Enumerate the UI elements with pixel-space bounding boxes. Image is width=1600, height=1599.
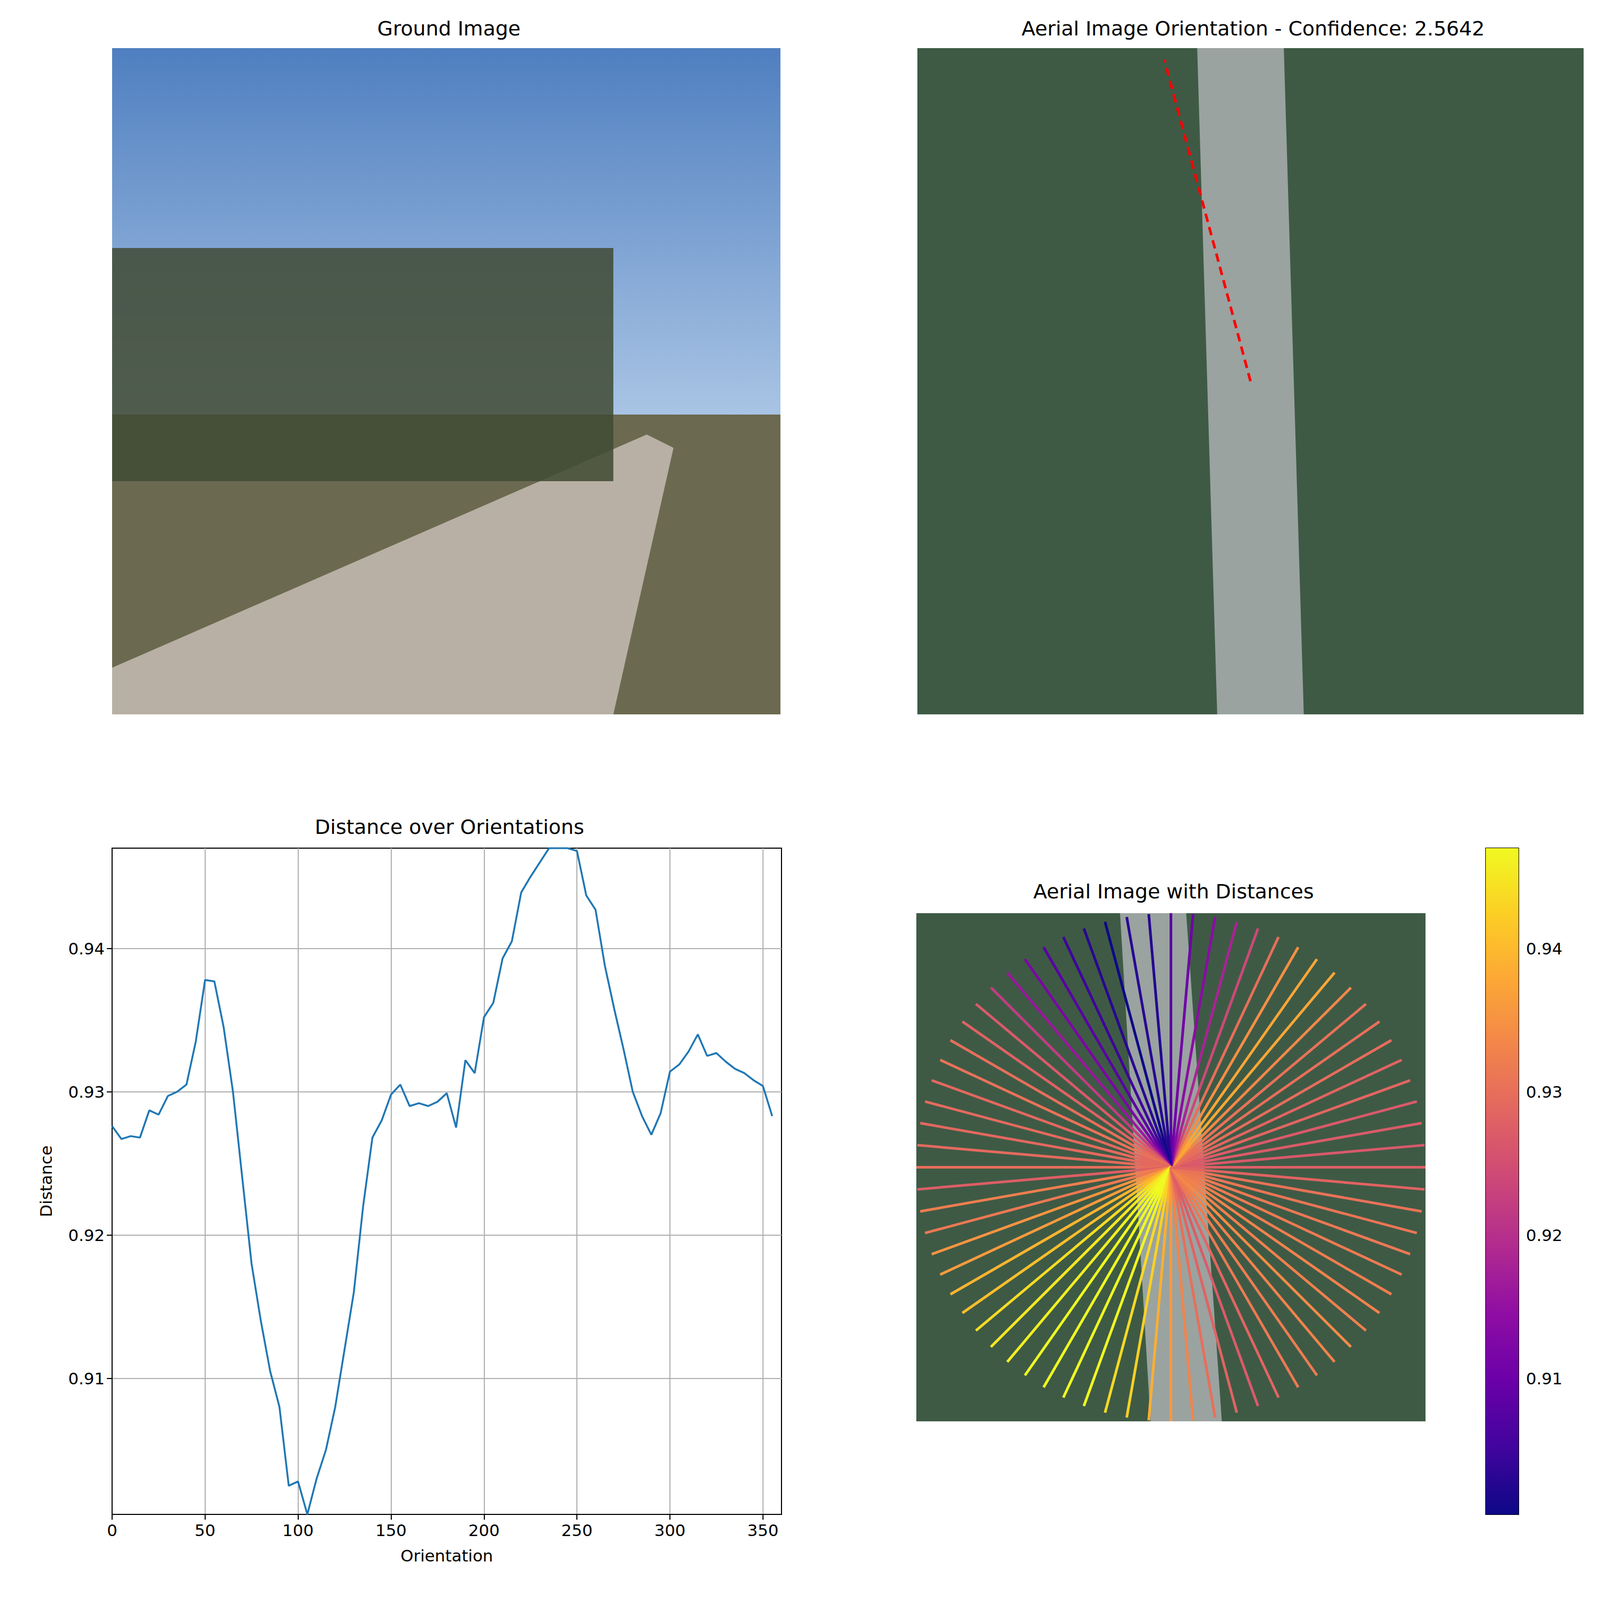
svg-text:Distance over Orientations: Distance over Orientations xyxy=(314,815,584,839)
svg-text:100: 100 xyxy=(282,1520,314,1540)
svg-text:Ground Image: Ground Image xyxy=(377,16,521,41)
svg-text:Orientation: Orientation xyxy=(400,1546,493,1566)
svg-text:50: 50 xyxy=(194,1520,216,1540)
svg-text:300: 300 xyxy=(654,1520,686,1540)
svg-text:Aerial Image with Distances: Aerial Image with Distances xyxy=(1033,879,1314,904)
svg-text:0.92: 0.92 xyxy=(68,1225,105,1245)
svg-text:Aerial Image Orientation - Con: Aerial Image Orientation - Confidence: 2… xyxy=(1021,16,1485,41)
svg-text:150: 150 xyxy=(375,1520,407,1540)
svg-text:250: 250 xyxy=(561,1520,593,1540)
svg-text:0.91: 0.91 xyxy=(1525,1368,1563,1388)
svg-text:0.92: 0.92 xyxy=(1525,1225,1563,1245)
svg-text:0.93: 0.93 xyxy=(1525,1082,1563,1102)
svg-text:0.94: 0.94 xyxy=(68,939,105,959)
svg-text:0: 0 xyxy=(106,1520,118,1540)
svg-text:200: 200 xyxy=(468,1520,500,1540)
svg-text:0.94: 0.94 xyxy=(1525,939,1563,959)
svg-text:0.93: 0.93 xyxy=(68,1082,105,1102)
svg-text:0.91: 0.91 xyxy=(68,1368,105,1388)
svg-text:350: 350 xyxy=(747,1520,779,1540)
svg-text:Distance: Distance xyxy=(36,1145,56,1218)
